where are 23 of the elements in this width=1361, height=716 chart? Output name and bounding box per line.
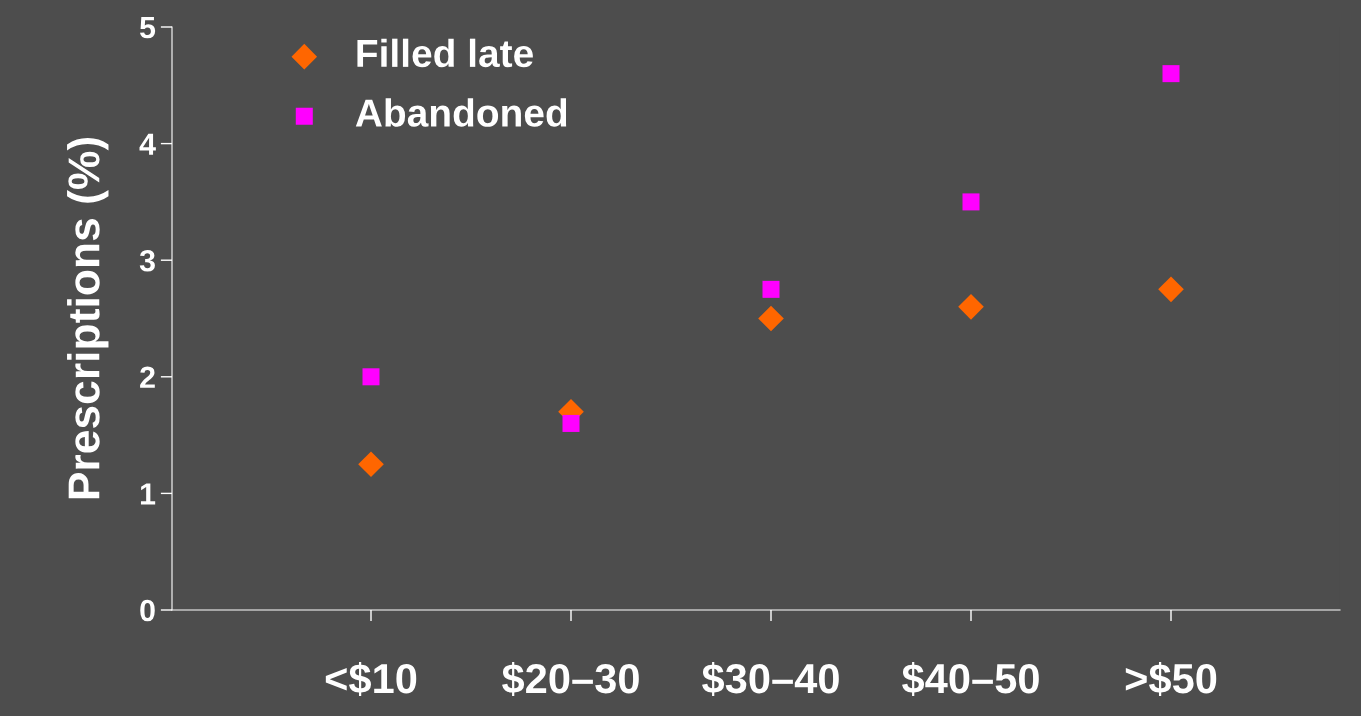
point (762, 280, 780, 298)
legend-label: Abandoned (355, 98, 567, 127)
y-tick-label: 1 (140, 483, 156, 505)
point (1162, 65, 1180, 83)
x-tick-label: $40–50 (902, 662, 1039, 697)
point (962, 193, 980, 211)
y-tick-label: 0 (140, 599, 155, 622)
x-tick-label: <$10 (325, 662, 417, 697)
point (358, 451, 384, 478)
x-tick-label: $20–30 (502, 662, 639, 697)
point (1158, 276, 1184, 303)
point (362, 368, 380, 386)
y-tick-label: 5 (139, 17, 156, 39)
point (562, 414, 580, 432)
point (758, 305, 784, 332)
y-axis-title: Prescriptions (%) (67, 137, 109, 499)
legend-label: Filled late (357, 38, 533, 68)
x-tick-label: $30–40 (702, 662, 839, 697)
point (958, 294, 984, 320)
y-tick-label: 2 (140, 366, 155, 388)
x-tick-label: >$50 (1125, 662, 1217, 697)
y-tick-label: 4 (139, 133, 156, 155)
y-tick-label: 3 (139, 249, 155, 272)
